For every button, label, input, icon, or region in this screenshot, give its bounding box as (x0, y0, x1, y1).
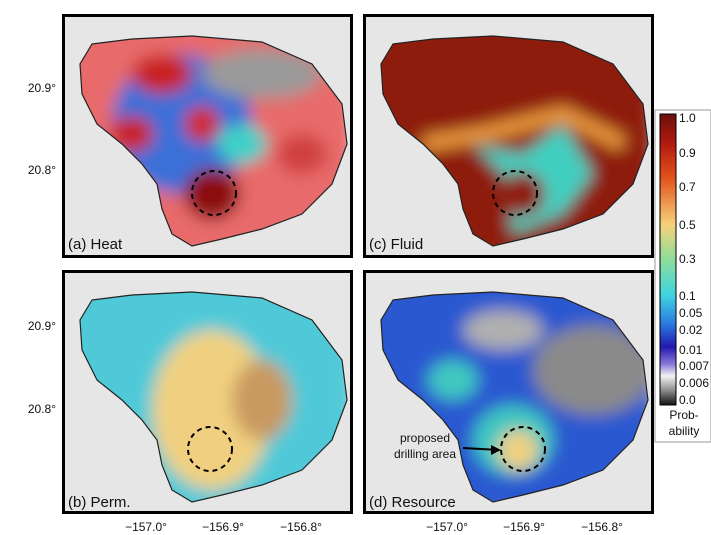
colorbar (654, 109, 711, 443)
x-tick-label: −156.9° (503, 520, 545, 534)
y-tick-label: 20.9° (28, 319, 56, 333)
x-tick-label: −157.0° (125, 520, 167, 534)
colorbar-label: 0.0 (679, 393, 696, 407)
annotation: drilling area (394, 447, 456, 461)
colorbar-label: 0.1 (679, 289, 696, 303)
colorbar-title: Prob- (669, 408, 698, 422)
panel-label: (d) Resource (369, 494, 456, 511)
panel-label: (c) Fluid (369, 236, 423, 253)
y-tick-label: 20.9° (28, 81, 56, 95)
x-tick-label: −156.8° (280, 520, 322, 534)
colorbar-label: 1.0 (679, 111, 696, 125)
panel-b: (b) Perm. (62, 270, 353, 514)
colorbar-label: 0.5 (679, 218, 696, 232)
y-tick-label: 20.8° (28, 402, 56, 416)
y-tick-label: 20.8° (28, 163, 56, 177)
panel-label: (b) Perm. (68, 494, 131, 511)
colorbar-label: 0.01 (679, 343, 703, 357)
colorbar-label: 0.02 (679, 323, 703, 337)
panel-d: proposed drilling area (d) Resource (363, 270, 654, 514)
colorbar-label: 0.7 (679, 180, 696, 194)
colorbar-label: 0.3 (679, 252, 696, 266)
colorbar-label: 0.9 (679, 146, 696, 160)
panel-label: (a) Heat (68, 236, 123, 253)
panel-a: (a) Heat (62, 14, 353, 258)
annotation: proposed (400, 431, 450, 445)
colorbar-label: 0.05 (679, 306, 703, 320)
colorbar-label: 0.007 (679, 359, 709, 373)
x-tick-label: −156.8° (581, 520, 623, 534)
x-tick-label: −157.0° (426, 520, 468, 534)
colorbar-title: ability (669, 424, 700, 438)
panel-c: (c) Fluid (363, 14, 654, 258)
colorbar-label: 0.006 (679, 376, 709, 390)
x-tick-label: −156.9° (202, 520, 244, 534)
